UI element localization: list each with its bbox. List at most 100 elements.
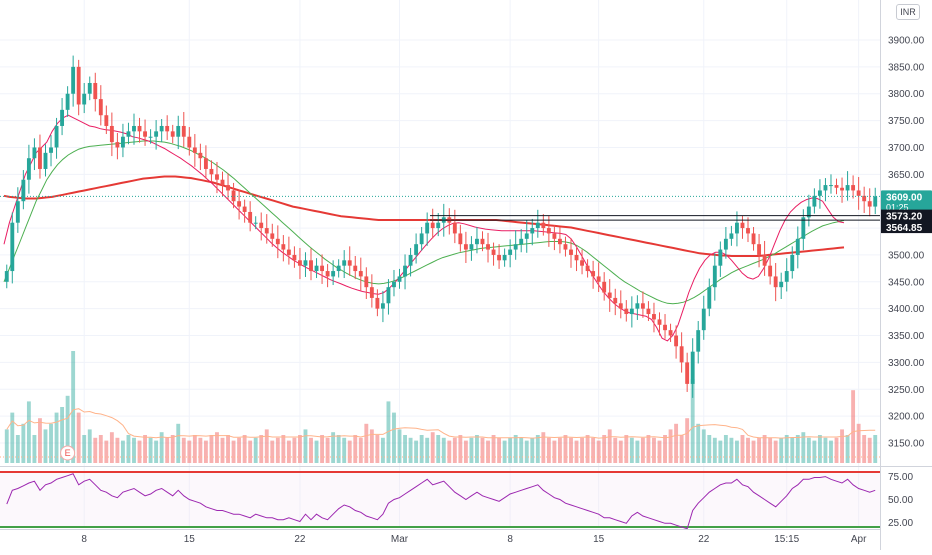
earnings-marker[interactable] — [60, 445, 76, 461]
volume-bar — [646, 435, 651, 463]
time-axis[interactable]: 8 15 22 Mar 8 15 22 15:15 Apr — [81, 534, 867, 545]
candle-body — [209, 168, 214, 175]
volume-bar — [463, 440, 468, 463]
candle-body — [535, 222, 540, 229]
price-pane — [0, 0, 880, 528]
candle-body — [629, 308, 634, 315]
volume-bar — [690, 379, 695, 463]
candle-body — [26, 158, 31, 180]
price-tick-label: 3400.00 — [888, 304, 925, 315]
volume-bar — [817, 435, 822, 463]
candle-body — [696, 330, 701, 352]
candle-body — [790, 254, 795, 272]
candle-body — [109, 125, 114, 143]
candle-body — [408, 254, 413, 266]
volume-bar — [806, 437, 811, 463]
volume-bar — [602, 435, 607, 463]
volume-bar — [441, 437, 446, 463]
candle-body — [806, 206, 811, 218]
candle-body — [298, 260, 302, 266]
candle-body — [685, 362, 690, 384]
volume-bar — [104, 440, 109, 463]
candle-body — [480, 238, 485, 245]
candle-body — [668, 330, 673, 336]
candle-body — [657, 319, 662, 325]
volume-bar — [132, 437, 136, 463]
volume-bar — [469, 437, 474, 463]
candle-body — [82, 93, 87, 105]
volume-bar — [386, 401, 391, 463]
support-2-tag — [881, 221, 932, 234]
volume-bar — [790, 437, 795, 463]
volume-bar — [729, 437, 734, 463]
candle-body — [15, 201, 20, 223]
candle-body — [812, 195, 817, 207]
volume-bar — [546, 437, 551, 463]
volume-bar — [154, 440, 159, 463]
volume-bar — [49, 423, 53, 463]
candle-body — [674, 335, 679, 347]
candle-body — [546, 228, 551, 234]
price-axis[interactable]: 33150.003200.003250.003300.003350.003400… — [888, 9, 925, 529]
volume-bar — [159, 432, 164, 463]
volume-bar — [15, 435, 20, 463]
candle-body — [508, 249, 513, 255]
candle-body — [203, 158, 208, 169]
candle-body — [569, 249, 573, 255]
candle-body — [502, 254, 507, 261]
volume-bar — [209, 435, 214, 463]
volume-bar — [187, 440, 192, 463]
price-tick-label: 3350.00 — [888, 331, 925, 342]
volume-bar — [458, 435, 463, 463]
volume-bar — [109, 432, 114, 463]
candle-body — [607, 292, 612, 298]
volume-bar — [696, 423, 701, 463]
price-tick-label: 3850.00 — [888, 62, 925, 73]
volume-ma-line — [6, 408, 876, 439]
candle-body — [342, 260, 347, 266]
volume-bar — [71, 351, 76, 463]
volume-bar — [640, 437, 645, 463]
volume-bar — [369, 429, 374, 463]
volume-bar — [519, 437, 524, 463]
currency-badge[interactable]: INR — [896, 4, 920, 20]
volume-bar — [54, 412, 59, 463]
candle-body — [215, 174, 219, 180]
candle-body — [143, 131, 147, 137]
support-1-tag — [881, 209, 932, 222]
volume-bar — [237, 437, 242, 463]
candle-body — [253, 222, 258, 224]
volume-bar — [226, 435, 230, 463]
candle-body — [524, 233, 529, 239]
candle-body — [286, 249, 291, 255]
volume-bar — [740, 435, 745, 463]
candle-body — [38, 147, 42, 169]
candle-body — [635, 303, 640, 309]
candle-body — [358, 271, 363, 277]
sma-slow-line — [3, 175, 845, 257]
candle-body — [856, 190, 861, 196]
volume-bar — [840, 429, 844, 463]
candle-body — [65, 93, 70, 110]
volume-bar — [541, 432, 546, 463]
candle-body — [126, 131, 131, 137]
volume-bar — [508, 437, 513, 463]
candle-body — [701, 308, 706, 331]
volume-bar — [380, 437, 385, 463]
candle-body — [469, 244, 474, 250]
time-tick-label: 8 — [81, 534, 87, 545]
sma-fast-line — [3, 114, 845, 342]
candle-body — [403, 265, 407, 277]
volume-bar — [502, 440, 507, 463]
volume-bar — [480, 437, 485, 463]
price-tick-label: 3800.00 — [888, 89, 925, 100]
volume-bar — [707, 435, 712, 463]
candle-body — [281, 244, 286, 250]
volume-bar — [231, 440, 236, 463]
volume-bar — [773, 440, 778, 463]
candle-body — [436, 222, 441, 229]
volume-bar — [751, 440, 756, 463]
candle-body — [76, 66, 81, 105]
